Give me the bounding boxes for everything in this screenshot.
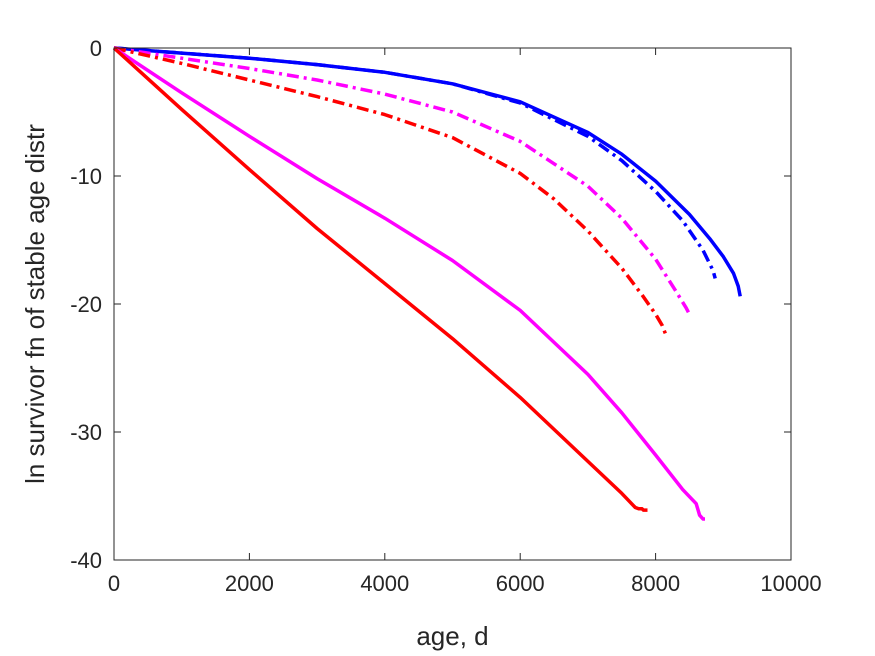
x-tick-label: 0 [108,571,120,596]
tick-layer: 0 2000 4000 6000 8000 10000 0 -10 -20 -30 -40 [70,36,821,596]
series-line-4 [113,46,705,521]
x-tick-label: 8000 [631,571,680,596]
y-tick-label: -10 [70,164,102,189]
series-line-3 [113,46,668,336]
x-tick-label: 2000 [225,571,274,596]
y-tick-label: 0 [90,36,102,61]
y-axis-title: ln survivor fn of stable age distr [20,124,50,484]
series-layer [112,46,742,521]
y-tick-label: -20 [70,292,102,317]
y-tick-label: -40 [70,548,102,573]
plot-area [114,48,791,560]
x-tick-label: 6000 [496,571,545,596]
series-line-1 [113,46,717,279]
series-line-5 [112,46,648,512]
x-tick-label: 4000 [360,571,409,596]
x-tick-label: 10000 [760,571,821,596]
y-tick-label: -30 [70,420,102,445]
series-line-2 [113,46,691,316]
x-axis-title: age, d [416,621,488,651]
